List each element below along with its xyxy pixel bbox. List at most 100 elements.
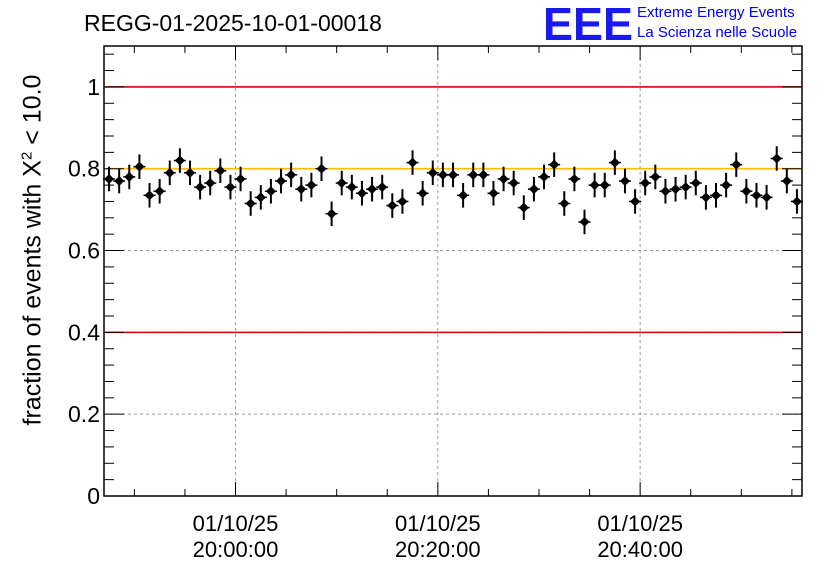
data-point — [345, 174, 358, 200]
data-point — [770, 146, 783, 171]
y-tick-label: 0.6 — [68, 238, 100, 264]
data-point — [710, 183, 723, 208]
data-point — [517, 195, 530, 220]
data-point — [133, 154, 146, 179]
data-point — [315, 156, 328, 181]
diamond-marker — [751, 190, 762, 201]
diamond-marker — [640, 178, 651, 189]
diamond-marker — [326, 208, 337, 219]
data-point — [447, 162, 459, 188]
y-label-after: < 10.0 — [18, 74, 47, 152]
diamond-marker — [761, 192, 772, 203]
diamond-marker — [468, 169, 479, 180]
x-tick-label-date: 01/10/25 — [597, 511, 683, 536]
logo-mark: EEE — [543, 2, 633, 44]
diamond-marker — [265, 186, 276, 197]
y-label-symbol: Χ — [18, 160, 47, 177]
data-point — [669, 176, 682, 202]
logo-line-2: La Scienza nelle Scuole — [637, 24, 798, 41]
x-tick-label-time: 20:20:00 — [395, 537, 481, 562]
data-point — [740, 178, 753, 204]
data-point — [720, 172, 733, 198]
data-point — [113, 168, 126, 194]
data-point — [234, 166, 247, 192]
data-point — [436, 162, 449, 188]
y-tick-label: 0.2 — [68, 401, 100, 427]
x-tick-label-date: 01/10/25 — [395, 511, 481, 536]
diamond-marker — [245, 198, 256, 209]
data-point — [123, 164, 136, 190]
data-point — [285, 162, 298, 188]
diamond-marker — [660, 186, 671, 197]
diamond-marker — [721, 180, 732, 191]
diamond-marker — [387, 200, 398, 211]
diamond-marker — [144, 190, 155, 201]
diamond-marker — [255, 192, 266, 203]
data-point — [730, 152, 743, 177]
diamond-marker — [184, 167, 195, 178]
data-point — [588, 172, 601, 198]
data-point — [467, 162, 480, 188]
diamond-marker — [124, 171, 135, 182]
diamond-marker — [437, 169, 448, 180]
y-label-before: fraction of events with — [18, 176, 47, 426]
data-point — [153, 178, 166, 204]
data-point — [335, 170, 348, 196]
diamond-marker — [670, 184, 681, 195]
diamond-marker — [316, 163, 327, 174]
diamond-marker — [498, 173, 509, 184]
diamond-marker — [508, 178, 519, 189]
diamond-marker — [589, 180, 600, 191]
data-point — [699, 185, 712, 210]
diamond-marker — [609, 157, 620, 168]
data-point — [568, 166, 581, 192]
data-point — [416, 181, 429, 206]
diamond-marker — [478, 169, 489, 180]
diamond-marker — [134, 161, 145, 172]
diamond-marker — [741, 186, 752, 197]
y-label-superscript: 2 — [18, 151, 36, 161]
data-point — [264, 178, 277, 204]
data-point — [275, 168, 288, 194]
data-point — [497, 166, 510, 192]
x-tick-label-time: 20:40:00 — [597, 537, 683, 562]
data-point — [103, 166, 116, 192]
diamond-marker — [711, 190, 722, 201]
y-tick-label: 0 — [87, 483, 100, 509]
chart-title: REGG-01-2025-10-01-00018 — [84, 10, 382, 36]
data-point — [618, 168, 631, 194]
diamond-marker — [306, 180, 317, 191]
diamond-marker — [346, 182, 357, 193]
diamond-marker — [700, 192, 711, 203]
diamond-marker — [114, 176, 125, 186]
x-tick-label-date: 01/10/25 — [193, 511, 279, 536]
data-point — [194, 174, 207, 200]
data-point — [254, 185, 267, 210]
eee-logo: EEE — [543, 2, 633, 44]
plot-frame — [103, 45, 803, 497]
diamond-marker — [518, 202, 529, 213]
data-point — [325, 201, 338, 226]
diamond-marker — [549, 159, 560, 170]
diamond-marker — [205, 178, 216, 189]
data-point — [659, 178, 672, 204]
data-point — [376, 174, 389, 200]
data-point — [173, 148, 186, 173]
diamond-marker — [599, 180, 610, 191]
data-point — [679, 174, 692, 200]
diamond-marker — [528, 184, 539, 195]
data-points — [103, 146, 803, 235]
data-point — [295, 176, 308, 202]
data-point — [507, 170, 520, 196]
diamond-marker — [448, 169, 458, 180]
data-point — [548, 152, 561, 177]
data-point — [608, 150, 621, 175]
diamond-marker — [771, 153, 782, 164]
diamond-marker — [296, 184, 307, 195]
data-point — [457, 183, 470, 208]
axis-ticks — [104, 46, 802, 497]
diamond-marker — [154, 186, 165, 197]
diamond-marker — [781, 176, 792, 186]
diamond-marker — [286, 169, 297, 180]
data-point — [750, 183, 763, 208]
